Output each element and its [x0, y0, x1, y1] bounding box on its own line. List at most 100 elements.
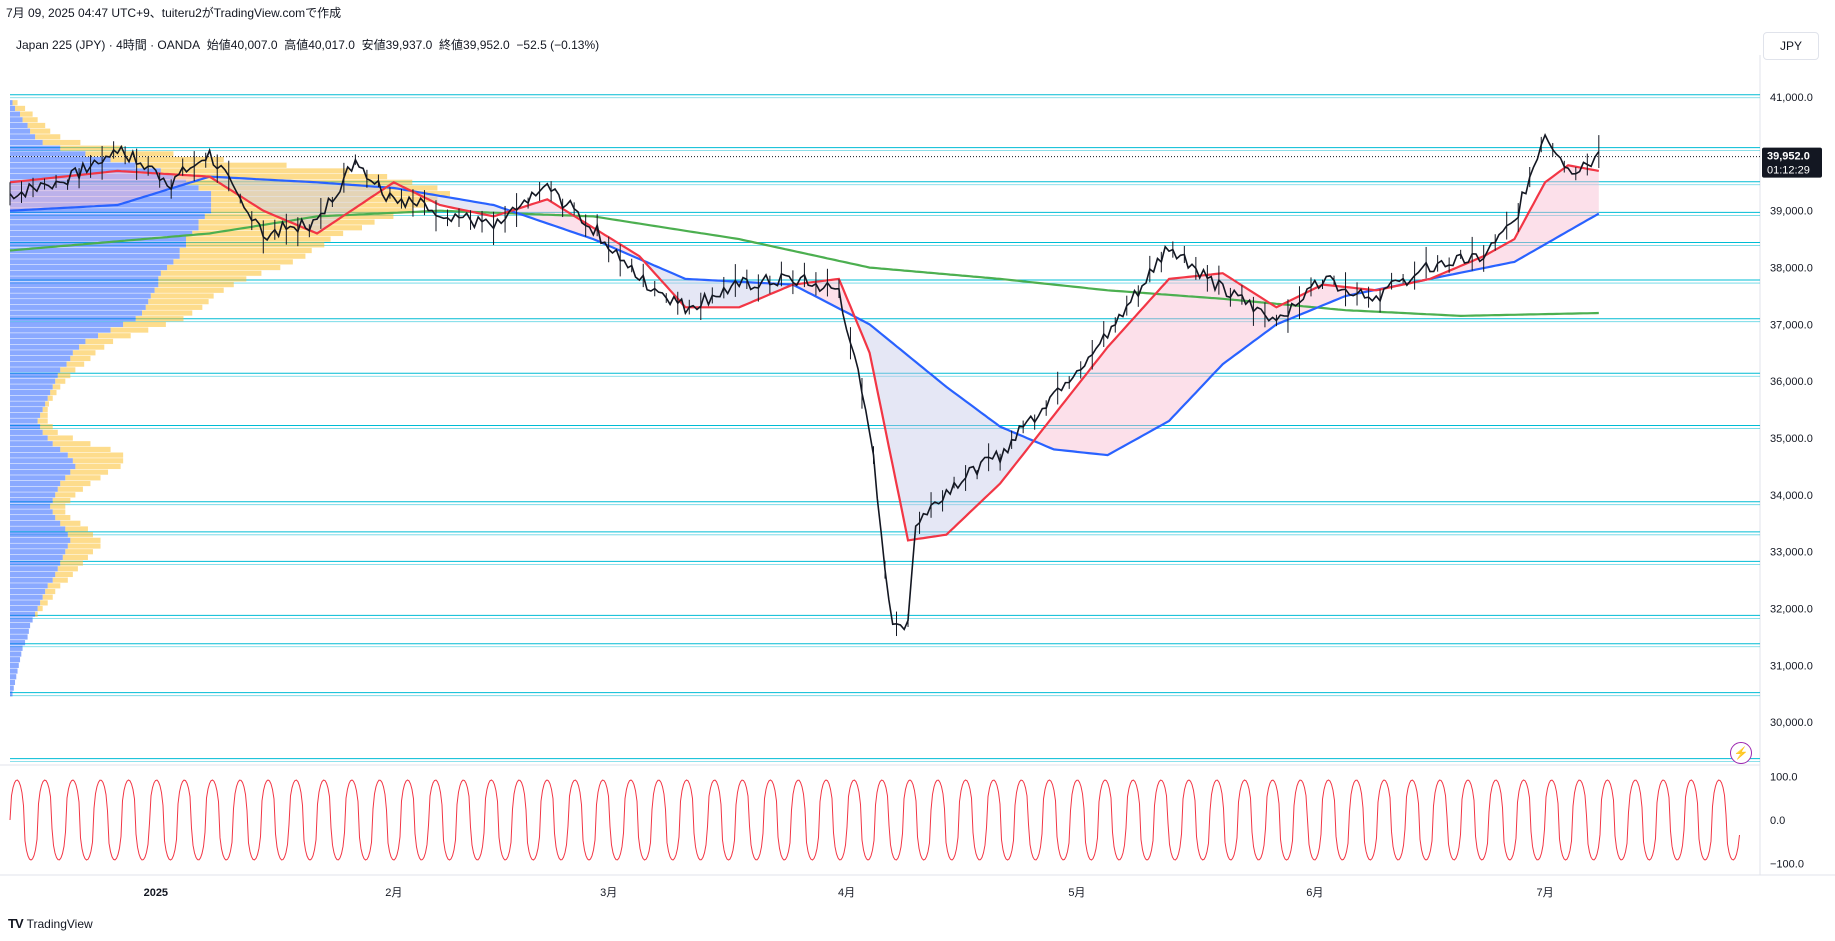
volume-profile-down-bar — [62, 554, 88, 560]
volume-profile-down-bar — [52, 577, 68, 583]
volume-profile-up-bar — [10, 378, 56, 384]
x-axis-tick-label: 6月 — [1306, 887, 1323, 899]
volume-profile-down-bar — [70, 355, 91, 362]
volume-profile-up-bar — [10, 588, 46, 595]
volume-profile-up-bar — [10, 304, 146, 310]
volume-profile-down-bar — [211, 208, 413, 214]
y-axis-tick-label: 30,000.0 — [1770, 717, 1813, 729]
volume-profile-up-bar — [10, 554, 63, 560]
volume-profile-up-bar — [10, 435, 48, 441]
volume-profile-up-bar — [10, 674, 17, 680]
volume-profile-up-bar — [10, 668, 18, 674]
high-label: 高値 — [284, 38, 309, 52]
volume-profile-down-bar — [20, 111, 33, 117]
volume-profile-up-bar — [10, 611, 36, 617]
volume-profile-down-bar — [60, 560, 83, 566]
volume-profile-down-bar — [57, 566, 78, 572]
volume-profile-up-bar — [10, 662, 19, 668]
volume-profile-up-bar — [10, 156, 111, 163]
volume-profile-down-bar — [192, 230, 344, 237]
footer-brand: TV TradingView — [8, 916, 93, 931]
volume-profile-up-bar — [10, 213, 205, 219]
symbol-name[interactable]: Japan 225 (JPY) — [16, 38, 106, 52]
volume-profile-up-bar — [10, 117, 23, 123]
volume-profile-down-bar — [179, 253, 306, 259]
volume-profile-down-bar — [123, 321, 166, 327]
ma-mid-line — [9, 175, 1600, 457]
volume-profile-up-bar — [10, 509, 53, 515]
volume-profile-down-bar — [186, 242, 325, 248]
currency-selector[interactable]: JPY — [1763, 32, 1819, 60]
volume-profile-up-bar — [10, 174, 174, 180]
ma-cloud-fill — [1429, 165, 1599, 279]
volume-profile-down-bar — [37, 418, 48, 424]
broker-label: OANDA — [157, 38, 201, 52]
volume-profile-up-bar — [10, 623, 31, 629]
x-axis-tick-label: 2025 — [144, 887, 168, 899]
volume-profile-up-bar — [10, 395, 48, 401]
x-axis-tick-label: 7月 — [1537, 887, 1554, 899]
volume-profile-up-bar — [10, 282, 159, 288]
volume-profile-down-bar — [65, 549, 93, 555]
volume-profile-up-bar — [10, 355, 71, 362]
last-price-tag: 39,952.0 01:12:29 — [1762, 147, 1822, 178]
volume-profile-down-bar — [158, 282, 234, 288]
volume-profile-up-bar — [10, 407, 43, 413]
volume-profile-down-bar — [186, 236, 331, 242]
volume-profile-up-bar — [10, 310, 142, 316]
volume-profile-up-bar — [10, 543, 68, 549]
volume-profile-down-bar — [167, 264, 281, 271]
volume-profile-down-bar — [135, 162, 287, 168]
last-price-tag-bg — [1762, 147, 1822, 178]
volume-profile-up-bar — [10, 259, 174, 265]
volume-profile-down-bar — [67, 543, 101, 549]
volume-profile-up-bar — [10, 122, 28, 129]
volume-profile-down-bar — [66, 361, 85, 367]
volume-profile-up-bar — [10, 469, 71, 475]
volume-profile-down-bar — [65, 475, 101, 481]
y-axis-tick-label: 41,000.0 — [1770, 92, 1813, 104]
y-axis-tick-label: 34,000.0 — [1770, 490, 1813, 502]
lightning-icon[interactable]: ⚡ — [1730, 742, 1752, 764]
interval-label[interactable]: 4時間 — [116, 38, 147, 52]
volume-profile-down-bar — [60, 480, 91, 487]
volume-profile-down-bar — [60, 446, 111, 453]
volume-profile-down-bar — [211, 202, 425, 208]
volume-profile-down-bar — [98, 333, 131, 339]
volume-profile-down-bar — [52, 509, 66, 515]
volume-profile-down-bar — [198, 185, 438, 191]
volume-profile-up-bar — [10, 162, 136, 168]
volume-profile-up-bar — [10, 372, 58, 379]
y-axis-tick-label: 38,000.0 — [1770, 263, 1813, 275]
volume-profile-down-bar — [85, 338, 114, 345]
volume-profile-up-bar — [10, 100, 13, 106]
ma-cloud-fill — [512, 199, 648, 265]
volume-profile-up-bar — [10, 577, 53, 583]
volume-profile-down-bar — [179, 247, 312, 254]
volume-profile-down-bar — [160, 270, 262, 276]
volume-profile-down-bar — [40, 412, 48, 418]
close-label: 終値 — [439, 38, 464, 52]
volume-profile-down-bar — [57, 486, 83, 492]
volume-profile-up-bar — [10, 571, 56, 578]
tradingview-logo-icon: TV — [8, 916, 24, 931]
volume-profile-up-bar — [10, 628, 29, 634]
volume-profile-up-bar — [10, 441, 53, 447]
volume-profile-down-bar — [67, 532, 93, 538]
volume-profile-down-bar — [150, 293, 214, 299]
oscillator-line — [9, 779, 1740, 861]
volume-profile-down-bar — [67, 452, 124, 458]
volume-profile-up-bar — [10, 605, 38, 612]
volume-profile-up-bar — [10, 458, 73, 464]
low-value: 39,937.0 — [385, 38, 433, 52]
volume-profile-down-bar — [204, 213, 394, 219]
volume-profile-up-bar — [10, 196, 212, 202]
y-axis-tick-label: 33,000.0 — [1770, 547, 1813, 559]
volume-profile-up-bar — [10, 401, 46, 407]
y-axis-tick-label: 37,000.0 — [1770, 319, 1813, 331]
volume-profile-up-bar — [10, 600, 41, 606]
volume-profile-down-bar — [65, 526, 88, 532]
volume-profile-down-bar — [15, 105, 26, 112]
volume-profile-up-bar — [10, 424, 41, 430]
